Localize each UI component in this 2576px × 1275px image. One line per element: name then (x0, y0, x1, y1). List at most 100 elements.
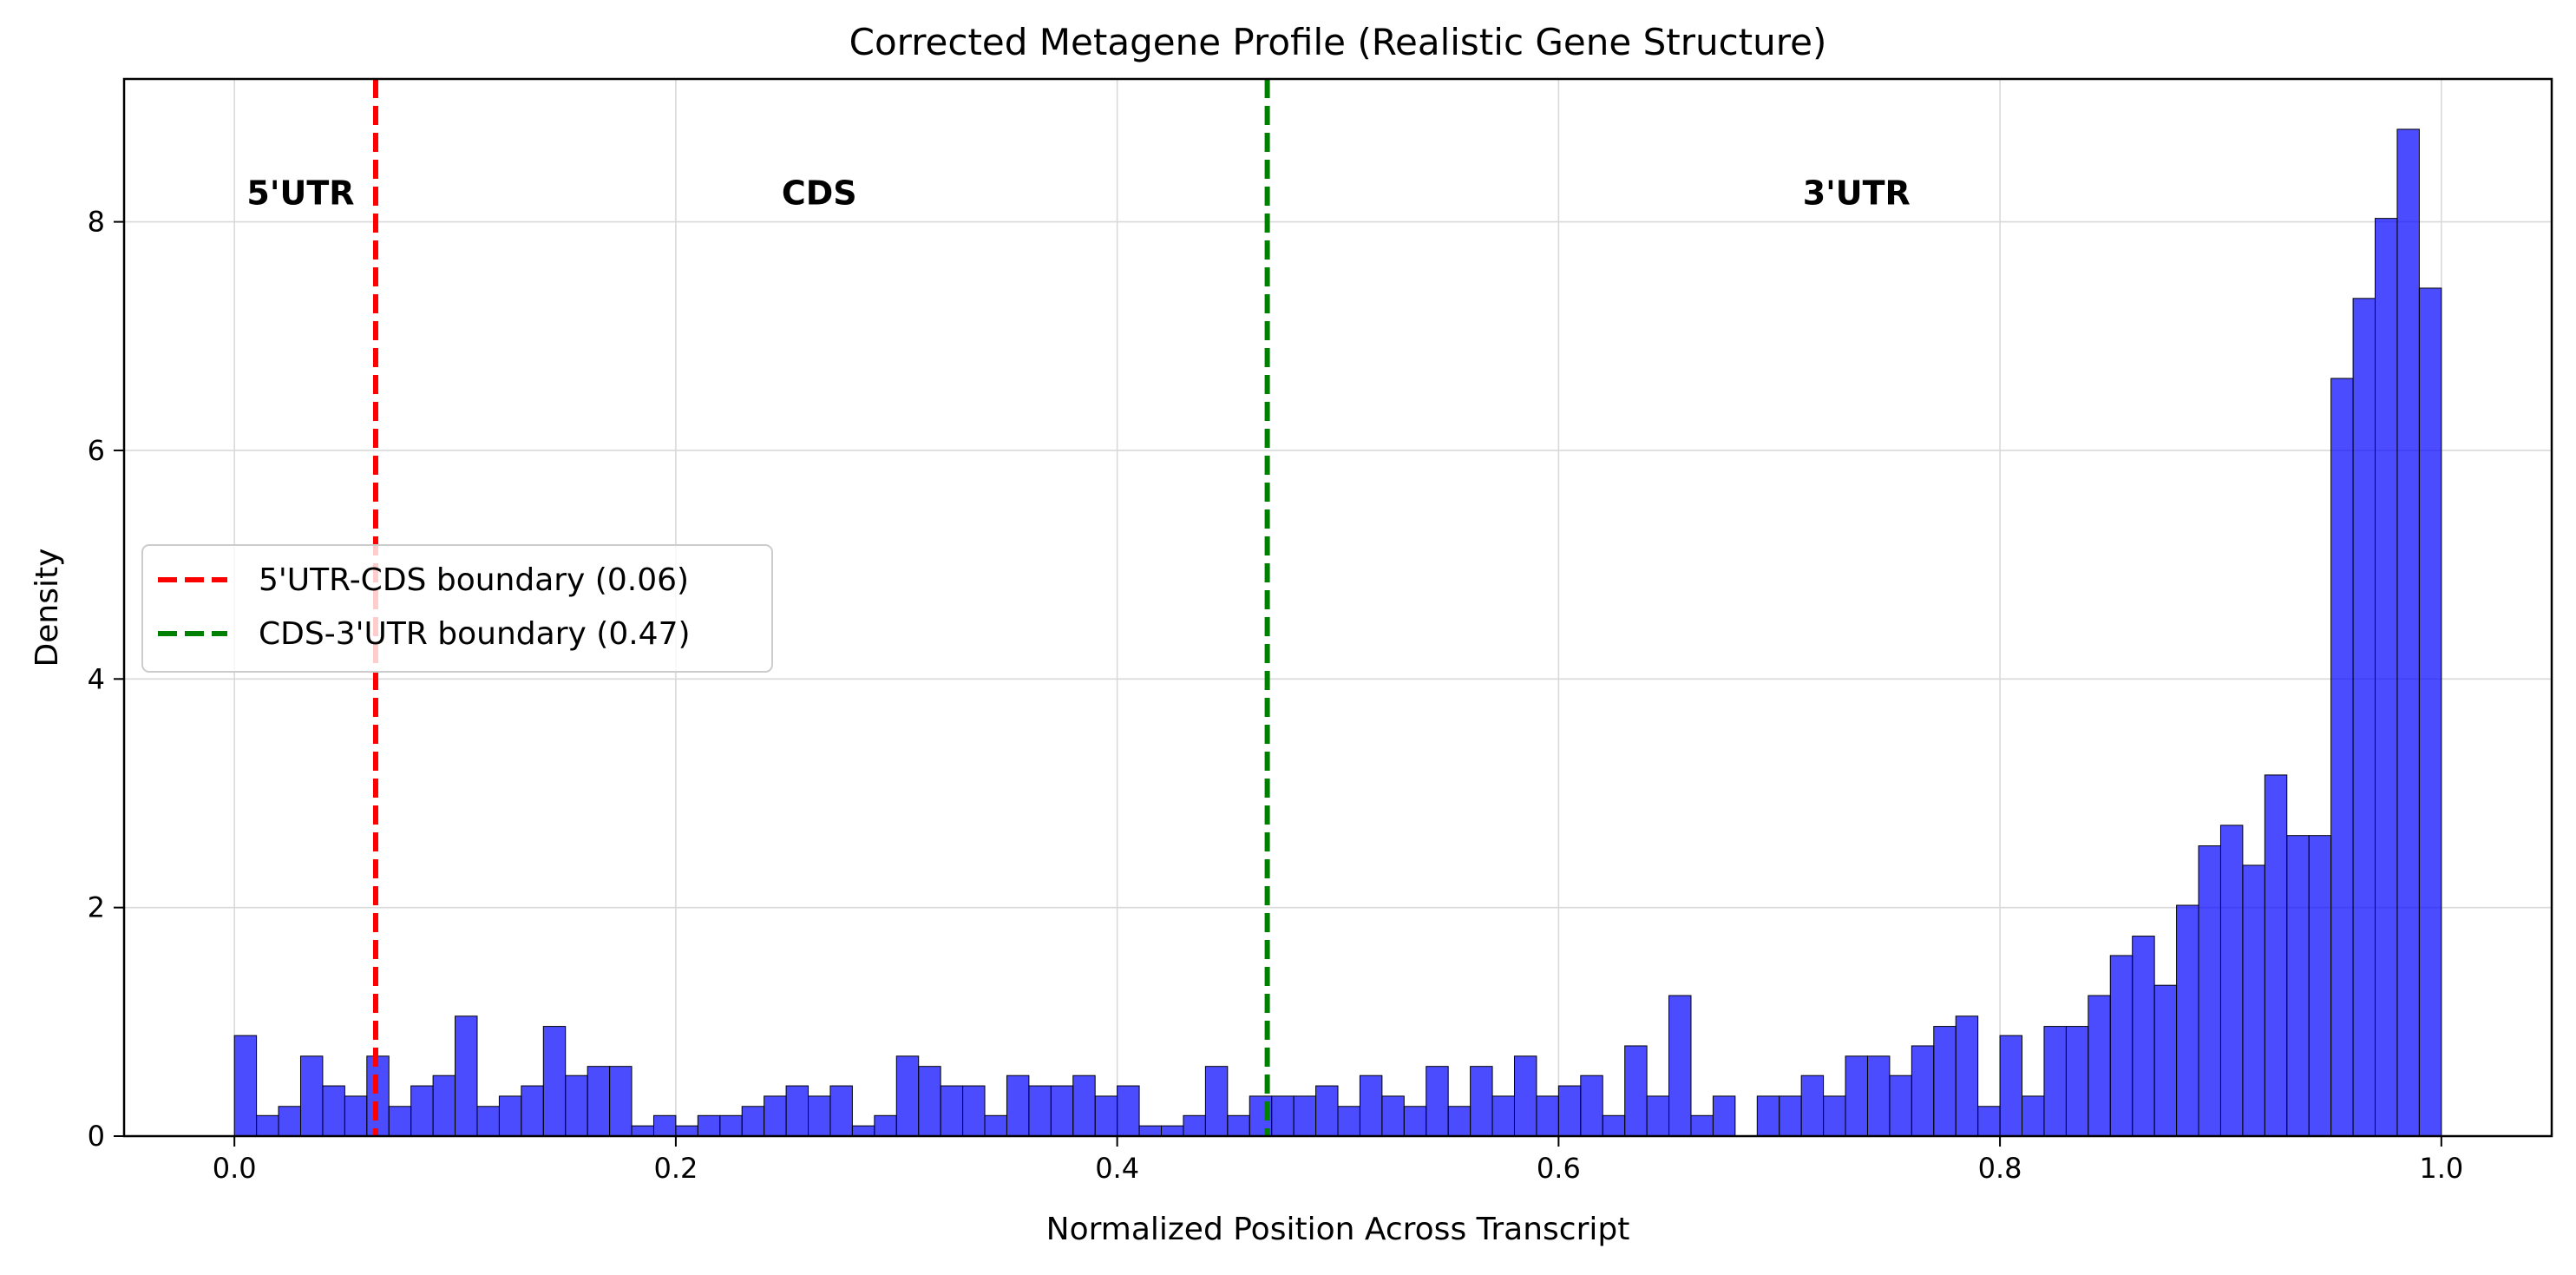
histogram-bar (410, 1085, 434, 1137)
x-tick-label: 0.2 (653, 1152, 698, 1185)
histogram-bar (1161, 1125, 1184, 1137)
x-tick-label: 1.0 (2419, 1152, 2463, 1185)
histogram-bar (498, 1095, 522, 1137)
histogram-bar (1889, 1075, 1912, 1137)
histogram-bar (1359, 1075, 1383, 1137)
region-label: 5'UTR (246, 174, 354, 213)
histogram-bar (2088, 995, 2111, 1137)
histogram-bar (521, 1085, 544, 1137)
histogram-bar (2109, 955, 2134, 1137)
legend-label: CDS-3'UTR boundary (0.47) (259, 616, 691, 652)
y-tick-label: 6 (88, 434, 105, 467)
histogram-bar (299, 1055, 324, 1137)
histogram-bar (2286, 835, 2310, 1137)
histogram-bar (2330, 378, 2354, 1137)
histogram-bar (1470, 1066, 1493, 1137)
axis-ticks: 0.0 0.2 0.4 0.6 0.8 1.0 0 2 4 6 8 (88, 206, 2464, 1185)
histogram-bar (1426, 1066, 1449, 1137)
x-tick-label: 0.6 (1537, 1152, 1581, 1185)
plot-frame (122, 77, 2553, 1138)
histogram-bar (1646, 1095, 1670, 1137)
histogram-bar (1911, 1045, 1935, 1137)
histogram-bar (1337, 1106, 1360, 1137)
histogram-bar (962, 1085, 986, 1137)
histogram-bar (609, 1066, 633, 1137)
histogram-bar (565, 1075, 588, 1137)
histogram-bar (1138, 1125, 1163, 1137)
histogram-bar (1977, 1106, 2001, 1137)
histogram-bar (1315, 1085, 1339, 1137)
histogram-bar (1491, 1095, 1515, 1137)
histogram-bar (2396, 128, 2420, 1137)
histogram-bar (1271, 1095, 1295, 1137)
chart-title: Corrected Metagene Profile (Realistic Ge… (849, 21, 1827, 63)
histogram-bar (366, 1055, 390, 1137)
x-tick-label: 0.0 (213, 1152, 257, 1185)
histogram-bar (2176, 904, 2199, 1137)
histogram-bar (1028, 1085, 1052, 1137)
histogram-bar (2418, 287, 2442, 1137)
histogram-bar (2375, 218, 2398, 1137)
histogram-bar (1845, 1055, 1868, 1137)
y-tick-label: 4 (88, 662, 105, 695)
histogram-bar (278, 1106, 301, 1137)
histogram-bar (344, 1095, 368, 1137)
histogram-bar (233, 1035, 258, 1137)
histogram-bar (2308, 835, 2332, 1137)
histogram-bar (1580, 1075, 1603, 1137)
histogram-bar (2022, 1095, 2045, 1137)
histogram-bar (2352, 298, 2376, 1137)
histogram-bar (808, 1095, 831, 1137)
histogram-bar (2219, 825, 2244, 1137)
legend: 5'UTR-CDS boundary (0.06) CDS-3'UTR bound… (141, 544, 773, 673)
histogram-bar (2242, 864, 2265, 1137)
histogram-bar (984, 1114, 1007, 1137)
histogram-bar (256, 1114, 279, 1137)
histogram-bar (1779, 1095, 1802, 1137)
histogram-bar (542, 1026, 567, 1137)
histogram-bar (1403, 1106, 1427, 1137)
y-tick-label: 0 (88, 1120, 105, 1153)
histogram-bar (432, 1075, 456, 1137)
histogram-bar (918, 1066, 941, 1137)
y-axis-label: Density (29, 549, 65, 667)
histogram-bar (1094, 1095, 1118, 1137)
histogram-bar (785, 1085, 810, 1137)
histogram-bar (675, 1125, 698, 1137)
histogram-bar (1668, 995, 1692, 1137)
histogram-bar (652, 1114, 677, 1137)
histogram-bar (1381, 1095, 1405, 1137)
histogram-bar (1690, 1114, 1714, 1137)
region-labels: 5'UTR CDS 3'UTR (246, 174, 1910, 213)
histogram-bar (1823, 1095, 1846, 1137)
histogram-bar (631, 1125, 654, 1137)
histogram-bar (1557, 1085, 1582, 1137)
region-label: 3'UTR (1803, 174, 1911, 213)
histogram-bar (940, 1085, 964, 1137)
legend-box (141, 544, 773, 673)
y-tick-label: 2 (88, 891, 105, 924)
histogram-bar (851, 1125, 875, 1137)
histogram-bar (2264, 774, 2288, 1137)
histogram-bar (388, 1106, 412, 1137)
histogram-bar (895, 1055, 920, 1137)
histogram-bar (697, 1114, 721, 1137)
histogram-bar (1999, 1035, 2023, 1137)
histogram-bar (1447, 1106, 1472, 1137)
histogram-bar (1712, 1095, 1736, 1137)
x-axis-label: Normalized Position Across Transcript (1046, 1212, 1630, 1247)
histogram-bar (1204, 1066, 1229, 1137)
histogram-bar (587, 1066, 611, 1137)
histogram-bar (764, 1095, 787, 1137)
histogram-bar (1536, 1095, 1559, 1137)
histogram-bar (2198, 845, 2221, 1137)
histogram-bar (1866, 1055, 1891, 1137)
histogram-bar (1050, 1085, 1074, 1137)
histogram-bar (1800, 1075, 1825, 1137)
region-label: CDS (782, 174, 857, 213)
histogram-bar (2043, 1026, 2067, 1137)
histogram-bar (476, 1106, 500, 1137)
histogram-bar (2065, 1026, 2089, 1137)
histogram-bar (741, 1106, 765, 1137)
